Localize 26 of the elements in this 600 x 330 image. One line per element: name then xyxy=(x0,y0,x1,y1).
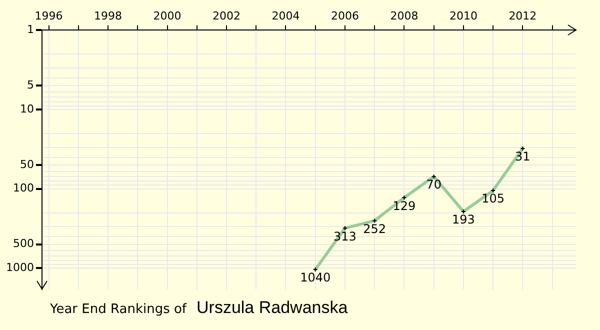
y-tick-label: 5 xyxy=(26,78,34,92)
y-tick-label: 1000 xyxy=(6,261,34,274)
y-tick-label: 500 xyxy=(12,237,34,250)
x-tick-label: 2002 xyxy=(212,9,241,22)
x-tick-label: 2008 xyxy=(390,9,418,22)
y-tick-label: 10 xyxy=(20,102,34,116)
x-tick-label: 2006 xyxy=(330,9,359,22)
x-tick-label: 1996 xyxy=(34,9,63,22)
x-tick-label: 2012 xyxy=(508,9,537,22)
data-label: 193 xyxy=(452,212,475,227)
y-tick-label: 1 xyxy=(26,23,34,36)
x-tick-label: 2004 xyxy=(272,9,300,22)
text: Year End Rankings of xyxy=(50,302,187,317)
data-label: 31 xyxy=(515,150,530,164)
data-label: 252 xyxy=(363,222,386,236)
text: Urszula Radwanska xyxy=(196,298,348,317)
data-label: 313 xyxy=(334,229,356,244)
y-tick-label: 100 xyxy=(12,182,34,195)
y-tick-label: 50 xyxy=(20,158,34,171)
x-tick-label: 2000 xyxy=(153,9,182,22)
data-label: 1040 xyxy=(300,270,331,285)
data-label: 105 xyxy=(482,192,505,206)
data-label: 70 xyxy=(426,178,442,192)
x-tick-label: 1998 xyxy=(94,9,122,22)
data-label: 129 xyxy=(392,198,416,213)
x-tick-label: 2010 xyxy=(449,9,478,22)
